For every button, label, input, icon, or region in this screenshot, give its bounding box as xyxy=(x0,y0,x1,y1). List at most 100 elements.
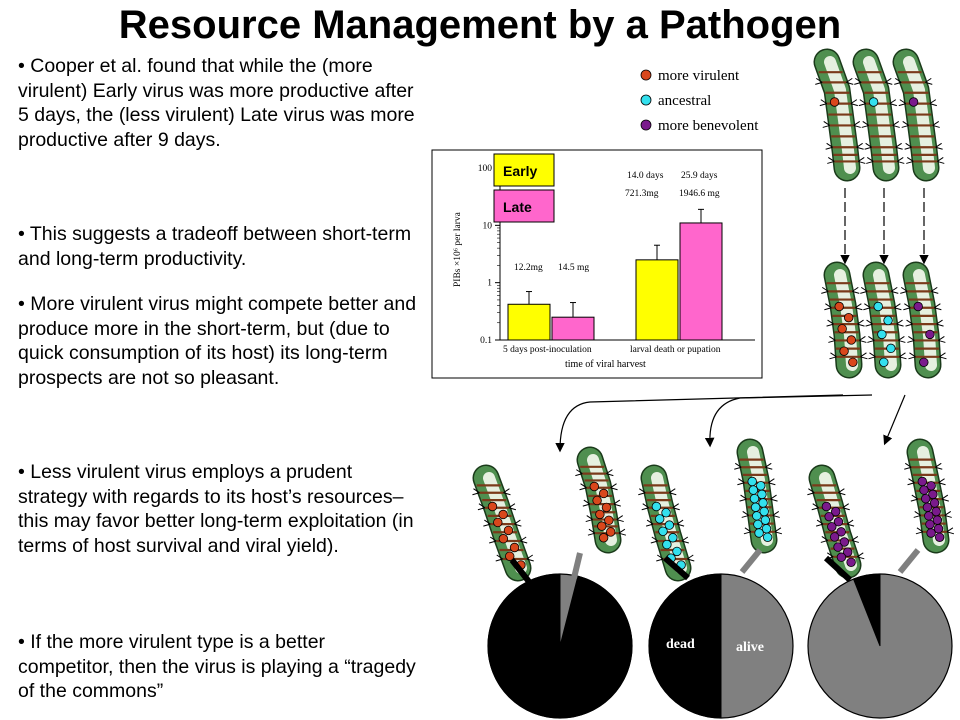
virus-particle xyxy=(668,533,678,543)
virus-particle xyxy=(595,509,605,520)
larva-bottom-1 xyxy=(575,446,627,554)
annotation-12mg: 12.2mg xyxy=(514,263,543,273)
larva-legs xyxy=(867,336,906,343)
bar-early-0 xyxy=(507,303,551,341)
annotation-26days: 25.9 days xyxy=(681,171,718,181)
virus-particle xyxy=(883,315,893,326)
pie-dead-slice xyxy=(487,573,633,719)
virus-particle xyxy=(834,301,844,312)
virus-particle xyxy=(925,329,935,340)
virus-particle xyxy=(833,542,843,552)
legend-dot-virulent xyxy=(640,69,652,81)
arrow-curve-3 xyxy=(883,394,906,446)
virus-particle xyxy=(661,508,671,518)
larva-legs xyxy=(829,352,868,360)
larva-legs xyxy=(743,527,783,535)
virus-particle xyxy=(749,493,760,504)
bullet-tradeoff: • This suggests a tradeoff between short… xyxy=(18,223,412,270)
larva-legs xyxy=(915,527,955,535)
legend: more virulent ancestral more benevolent xyxy=(640,68,759,134)
larva-legs xyxy=(907,336,946,343)
virus-particle xyxy=(917,476,928,487)
virus-particle xyxy=(919,357,929,368)
annotation-1947mg: 1946.6 mg xyxy=(679,189,720,199)
larva-legs xyxy=(825,142,864,150)
pie-dead-slice xyxy=(852,573,881,647)
larva-top-0 xyxy=(813,48,866,182)
annotation-14days: 14.0 days xyxy=(627,171,664,181)
larva-legs xyxy=(483,519,522,527)
legend-label-virulent: more virulent xyxy=(658,68,740,84)
legend-dot-benevolent xyxy=(640,119,652,131)
virus-particle xyxy=(753,519,763,530)
virus-particle xyxy=(836,552,847,562)
larvae-bottom-row xyxy=(472,438,955,582)
virus-particle xyxy=(843,312,854,323)
larvae-middle-row xyxy=(821,261,947,379)
bullet-cooper-finding: • Cooper et al. found that while the (mo… xyxy=(18,55,415,151)
larva-legs xyxy=(585,515,624,523)
larva-legs xyxy=(827,157,866,164)
bullet-virulent-compete: • More virulent virus might compete bett… xyxy=(18,293,417,389)
virus-particle xyxy=(829,97,840,107)
larva-legs xyxy=(854,77,893,85)
larva-legs xyxy=(864,142,903,150)
pointer-dead xyxy=(663,555,690,581)
virus-particle xyxy=(868,97,879,107)
virus-particle xyxy=(837,324,847,334)
virus-particle xyxy=(651,501,662,512)
larva-legs xyxy=(650,536,689,544)
larva-legs xyxy=(472,488,511,496)
virus-particle xyxy=(762,532,773,543)
arrow-curve-2 xyxy=(704,394,873,448)
virus-particle xyxy=(919,485,929,495)
larva-legs xyxy=(575,469,614,477)
survival-pie-2 xyxy=(807,548,953,719)
legend-label-early: Early xyxy=(503,163,537,179)
virus-particle xyxy=(926,528,936,538)
bullet-tragedy-commons: • If the more virulent type is a better … xyxy=(18,631,416,702)
virus-particle xyxy=(672,546,682,557)
virus-particle xyxy=(831,506,841,517)
virus-particle xyxy=(833,517,844,527)
larva-legs xyxy=(587,528,627,536)
larva-legs xyxy=(865,319,904,327)
larva-bottom-0 xyxy=(472,464,534,582)
larva-legs xyxy=(913,511,952,518)
virus-particle xyxy=(498,509,508,520)
virus-particle xyxy=(598,488,609,499)
larva-legs xyxy=(815,77,854,85)
larva-legs xyxy=(641,503,680,511)
pointer-dead xyxy=(509,558,533,585)
virus-particle xyxy=(922,502,933,512)
legend-label-benevolent: more benevolent xyxy=(658,118,759,134)
larva-legs xyxy=(734,462,773,470)
virus-particle xyxy=(821,501,832,512)
virus-particle xyxy=(598,533,609,543)
larva-legs xyxy=(860,286,899,294)
pie-label-alive: alive xyxy=(736,640,764,655)
larva-legs xyxy=(582,499,621,507)
larva-legs xyxy=(807,488,846,496)
larva-legs xyxy=(656,554,695,562)
virus-particle xyxy=(879,357,889,368)
virus-particle xyxy=(748,485,759,495)
virus-particle xyxy=(839,537,850,547)
legend-dot-ancestral xyxy=(640,94,652,106)
larva-legs xyxy=(815,519,855,527)
virus-particle xyxy=(824,511,834,522)
virus-particle xyxy=(493,517,503,528)
virus-particle xyxy=(655,514,665,524)
larva-legs xyxy=(579,483,618,491)
virus-particle xyxy=(877,329,887,340)
survival-pie-0 xyxy=(487,552,633,719)
virus-particle xyxy=(839,346,849,356)
survival-pies xyxy=(487,548,953,719)
virus-particle xyxy=(921,493,931,504)
virus-particle xyxy=(846,557,856,568)
larva-legs xyxy=(908,352,947,360)
virus-particle xyxy=(589,481,600,492)
legend-box-early xyxy=(493,153,555,187)
larva-bottom-4 xyxy=(807,464,865,579)
